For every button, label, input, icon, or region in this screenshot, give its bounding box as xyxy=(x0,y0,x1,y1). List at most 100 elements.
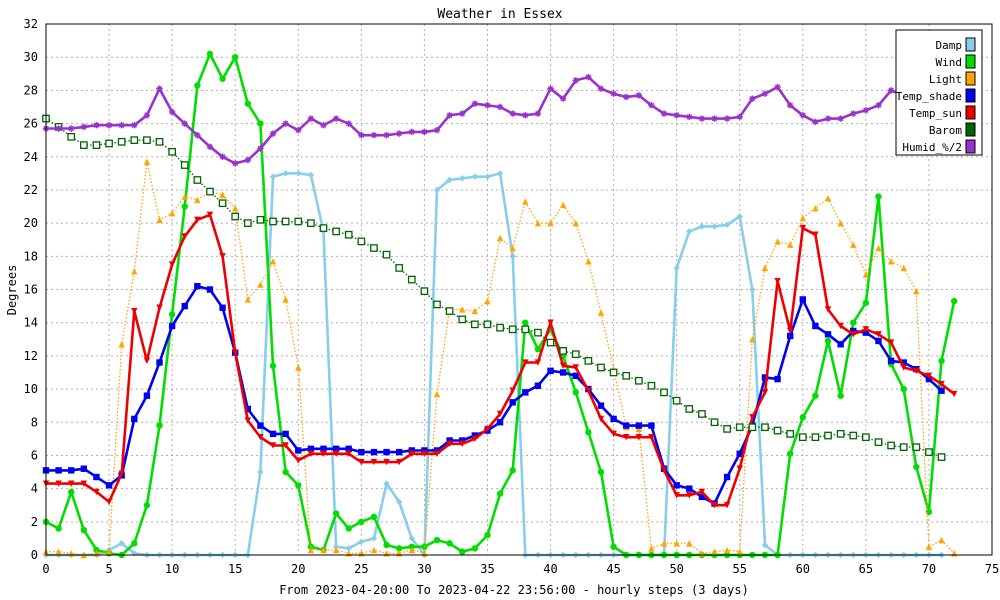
data-point xyxy=(850,241,857,248)
data-point xyxy=(433,447,441,454)
data-point xyxy=(850,319,857,326)
data-point xyxy=(295,457,302,464)
data-point xyxy=(836,430,845,438)
data-point xyxy=(572,219,579,227)
series-layer xyxy=(42,50,958,559)
data-point xyxy=(736,113,743,121)
data-point xyxy=(357,237,366,246)
data-point xyxy=(244,100,252,107)
data-point xyxy=(774,238,781,245)
data-point xyxy=(168,209,176,217)
data-point xyxy=(547,85,554,92)
data-point xyxy=(635,425,643,433)
data-point xyxy=(269,217,277,226)
data-point xyxy=(320,450,327,457)
data-point xyxy=(837,392,844,399)
data-point xyxy=(900,264,907,272)
legend-swatch xyxy=(965,122,976,137)
data-point xyxy=(155,137,164,146)
data-point xyxy=(433,536,441,544)
data-point xyxy=(131,307,138,315)
data-point xyxy=(673,492,680,499)
data-point xyxy=(686,492,693,499)
data-point xyxy=(231,212,240,221)
data-point xyxy=(584,357,593,365)
y-tick-label: 6 xyxy=(31,448,38,462)
data-point xyxy=(244,417,252,424)
data-point xyxy=(358,538,365,545)
data-point xyxy=(623,93,630,101)
data-point xyxy=(269,130,277,137)
data-point xyxy=(749,414,756,421)
data-point xyxy=(887,87,895,94)
data-point xyxy=(812,231,819,238)
data-point xyxy=(862,271,870,278)
data-point xyxy=(711,223,718,230)
data-point xyxy=(913,287,920,295)
data-point xyxy=(925,375,933,383)
data-point xyxy=(634,376,643,385)
data-point xyxy=(521,325,530,334)
data-point xyxy=(320,546,327,554)
data-point xyxy=(484,425,491,433)
data-point xyxy=(711,502,718,509)
x-tick-label: 5 xyxy=(105,562,112,576)
data-point xyxy=(547,367,554,375)
y-tick-label: 20 xyxy=(24,216,38,230)
data-point xyxy=(534,328,542,337)
data-point xyxy=(534,382,542,389)
data-point xyxy=(496,170,504,177)
axis-ticks: 0 5 10 15 20 25 30 35 40 45 50 55 60 65 70 750246810121… xyxy=(24,17,1000,576)
data-point xyxy=(395,264,404,272)
data-point xyxy=(67,132,76,141)
data-point xyxy=(131,540,138,547)
data-point xyxy=(812,322,819,330)
data-point xyxy=(812,118,819,126)
data-point xyxy=(143,357,151,365)
data-point xyxy=(55,480,62,487)
data-point xyxy=(559,369,567,376)
data-point xyxy=(243,219,252,227)
data-point xyxy=(749,286,756,293)
y-tick-label: 16 xyxy=(24,283,38,297)
data-point xyxy=(143,502,151,509)
data-point xyxy=(370,448,378,456)
data-point xyxy=(181,302,188,310)
y-tick-label: 24 xyxy=(24,150,38,164)
data-point xyxy=(295,364,302,371)
data-point xyxy=(484,297,491,305)
data-point xyxy=(219,253,226,260)
data-point xyxy=(420,287,429,296)
data-point xyxy=(408,447,415,454)
data-point xyxy=(824,331,832,338)
data-point xyxy=(332,543,340,550)
data-point xyxy=(698,115,706,122)
data-point xyxy=(585,73,592,81)
data-point xyxy=(345,445,352,452)
data-point xyxy=(597,85,605,92)
data-point xyxy=(395,498,403,506)
data-point xyxy=(345,525,352,532)
data-point xyxy=(686,228,693,235)
data-point xyxy=(484,531,491,539)
x-tick-label: 20 xyxy=(291,562,305,576)
y-tick-label: 26 xyxy=(24,117,38,131)
data-point xyxy=(232,53,239,61)
data-point xyxy=(938,357,945,365)
data-point xyxy=(168,261,176,268)
data-point xyxy=(282,120,289,127)
data-point xyxy=(206,187,214,196)
data-point xyxy=(370,535,378,542)
data-point xyxy=(534,346,542,353)
data-point xyxy=(824,431,832,440)
data-point xyxy=(635,433,643,441)
data-point xyxy=(421,450,428,457)
data-point xyxy=(585,258,592,265)
data-point xyxy=(887,339,895,346)
data-point xyxy=(773,426,782,435)
x-tick-label: 15 xyxy=(228,562,242,576)
data-point xyxy=(143,112,151,119)
data-point xyxy=(647,381,656,390)
data-point xyxy=(673,482,680,489)
